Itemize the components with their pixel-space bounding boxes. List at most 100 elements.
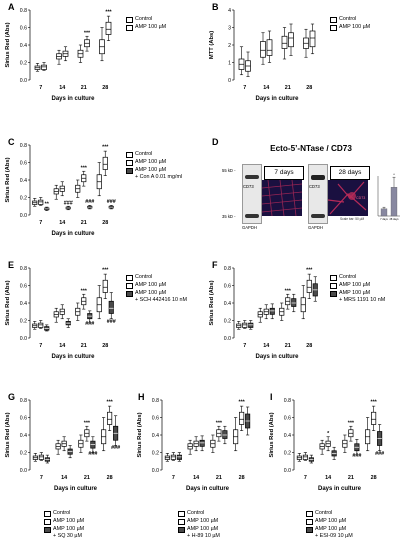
x-tick-label: 21 bbox=[285, 85, 291, 91]
inset-x-label: 7 days bbox=[380, 217, 388, 221]
y-tick-label: 0.0 bbox=[284, 468, 291, 474]
legend-label: Control bbox=[135, 16, 153, 22]
legend-swatch bbox=[330, 291, 337, 297]
significance-marker: *** bbox=[84, 31, 91, 37]
significance-marker: ### bbox=[107, 319, 116, 325]
legend-label: Control bbox=[53, 510, 71, 516]
x-tick-label: 7 bbox=[39, 220, 42, 226]
significance-marker: *** bbox=[285, 289, 292, 295]
box bbox=[248, 322, 254, 328]
y-tick-label: 0.6 bbox=[284, 415, 291, 421]
box bbox=[38, 322, 44, 328]
legend-item: Control bbox=[126, 274, 187, 281]
x-axis-label: Days in culture bbox=[51, 231, 95, 237]
legend-label: Control bbox=[339, 274, 357, 280]
box bbox=[102, 156, 108, 170]
y-tick-label: 0.6 bbox=[152, 415, 159, 421]
x-tick-label: 7 bbox=[243, 343, 246, 349]
legend-item: AMP 100 µM + SCH 442416 10 nM bbox=[126, 290, 187, 303]
blot-title: Ecto-5’-NTase / CD73 bbox=[270, 144, 352, 153]
if-image-7d-texture bbox=[261, 179, 303, 217]
day28-label: 28 days bbox=[330, 166, 370, 180]
legend-item: AMP 100 µM + H-89 10 µM bbox=[178, 526, 220, 539]
cd73-band bbox=[311, 175, 325, 180]
box bbox=[242, 322, 248, 328]
gapdh-band bbox=[245, 214, 259, 218]
y-tick-label: 0.4 bbox=[224, 301, 231, 307]
box bbox=[107, 411, 113, 425]
legend-swatch bbox=[306, 519, 313, 525]
x-tick-label: 7 bbox=[39, 343, 42, 349]
x-tick-label: 7 bbox=[304, 475, 307, 481]
x-tick-label: 28 bbox=[102, 343, 108, 349]
y-tick-label: 0.0 bbox=[224, 336, 231, 342]
y-tick-label: 0.2 bbox=[152, 450, 159, 456]
legend-item: AMP 100 µM + SQ 30 µM bbox=[44, 526, 84, 539]
chart-e: 0.0 0.2 0.4 0.6 0.8 Sirius Red (Abs) 7 14 21 28 **… bbox=[5, 266, 116, 360]
legend-swatch bbox=[306, 511, 313, 517]
y-tick-label: 0.2 bbox=[20, 318, 27, 324]
legend-label: Control bbox=[187, 510, 205, 516]
legend-swatch bbox=[126, 275, 133, 281]
legend-swatch bbox=[44, 511, 51, 517]
significance-marker: *** bbox=[105, 10, 112, 16]
chart-c: 0.0 0.2 0.4 0.6 0.8 Sirius Red (Abs) 7 14 21 28 **… bbox=[5, 143, 116, 237]
y-tick-label: 0.4 bbox=[20, 301, 27, 307]
y-tick-label: 0.8 bbox=[20, 143, 27, 149]
legend-item: Control bbox=[126, 16, 166, 23]
y-tick-label: 0.2 bbox=[20, 195, 27, 201]
y-tick-label: 0.4 bbox=[152, 433, 159, 439]
legend-swatch bbox=[330, 275, 337, 281]
y-tick-label: 0 bbox=[228, 78, 231, 84]
legend-swatch bbox=[44, 519, 51, 525]
x-tick-label: 14 bbox=[59, 343, 65, 349]
if-image-28d bbox=[327, 180, 368, 216]
legend-swatch bbox=[178, 519, 185, 525]
box bbox=[269, 307, 275, 315]
x-tick-label: 21 bbox=[216, 475, 222, 481]
legend-swatch bbox=[306, 527, 313, 533]
x-axis-label: Days in culture bbox=[255, 96, 299, 102]
blot-strip-28d bbox=[308, 164, 328, 224]
legend-swatch bbox=[330, 25, 337, 31]
y-tick-label: 0.6 bbox=[20, 160, 27, 166]
box bbox=[260, 41, 266, 58]
inset-bar bbox=[390, 187, 398, 217]
gapdh-label-28d: GAPDH bbox=[308, 225, 323, 230]
legend-swatch bbox=[126, 160, 133, 166]
significance-marker: *** bbox=[370, 400, 377, 406]
legend-label: AMP 100 µM + H-89 10 µM bbox=[187, 526, 220, 539]
box bbox=[105, 21, 112, 35]
significance-marker: ### bbox=[85, 321, 94, 327]
y-tick-label: 0.4 bbox=[20, 178, 27, 184]
box bbox=[371, 411, 377, 425]
panel-letter-c: C bbox=[8, 137, 15, 147]
legend-swatch bbox=[126, 283, 133, 289]
y-axis-label: MTT (Abs) bbox=[209, 31, 215, 59]
x-tick-label: 28 bbox=[371, 475, 377, 481]
box bbox=[239, 411, 245, 425]
y-tick-label: 0.8 bbox=[20, 266, 27, 272]
x-axis-label: Days in culture bbox=[186, 486, 230, 492]
significance-marker: ** bbox=[45, 201, 50, 207]
y-axis-label: Sirius Red (Abs) bbox=[137, 412, 143, 457]
legend-item: AMP 100 µM bbox=[306, 518, 353, 525]
significance-marker: *** bbox=[216, 421, 223, 427]
box bbox=[38, 454, 44, 460]
legend-label: AMP 100 µM + ESI-09 10 µM bbox=[315, 526, 353, 539]
legend-item: AMP 100 µM bbox=[126, 24, 166, 31]
y-tick-label: 0.6 bbox=[20, 415, 27, 421]
x-tick-label: 14 bbox=[263, 343, 269, 349]
legend-item: AMP 100 µM bbox=[44, 518, 84, 525]
legend-swatch bbox=[44, 527, 51, 533]
x-tick-label: 28 bbox=[102, 220, 108, 226]
chart-h: 0.0 0.2 0.4 0.6 0.8 Sirius Red (Abs) 7 14 21 28 **… bbox=[137, 398, 251, 492]
y-tick-label: 0.0 bbox=[152, 468, 159, 474]
legend-label: AMP 100 µM + MRS 1191 10 nM bbox=[339, 290, 386, 303]
y-axis-label: Sirius Red (Abs) bbox=[209, 280, 215, 325]
box bbox=[41, 64, 47, 70]
legend-swatch bbox=[126, 17, 133, 23]
significance-marker: ### bbox=[85, 199, 94, 205]
legend-swatch bbox=[330, 283, 337, 289]
x-tick-label: 14 bbox=[61, 475, 67, 481]
